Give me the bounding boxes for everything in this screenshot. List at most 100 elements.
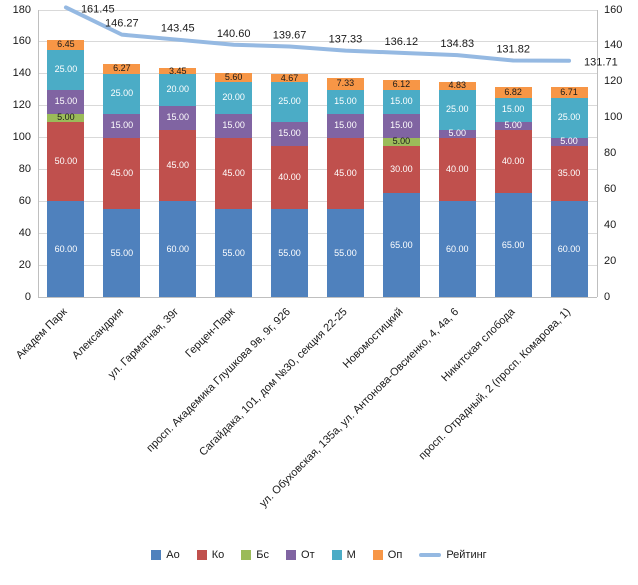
right-axis-tick-label: 0 bbox=[604, 290, 611, 303]
bar-segment-ko: 45.00 bbox=[159, 129, 197, 202]
bar-segment-label: 25.00 bbox=[445, 104, 469, 115]
bar-segment-label: 40.00 bbox=[501, 155, 525, 166]
bar-segment-label: 15.00 bbox=[222, 120, 245, 131]
bar-segment-label: 25.00 bbox=[557, 112, 581, 123]
bar-segment-ko: 40.00 bbox=[271, 145, 309, 210]
bar-segment-label: 45.00 bbox=[222, 167, 245, 178]
left-axis-tick-label: 100 bbox=[12, 131, 31, 144]
legend-item-ko: Ко bbox=[196, 549, 224, 561]
legend-label-m: М bbox=[346, 549, 356, 561]
gridline bbox=[38, 105, 597, 107]
left-axis-tick-label: 20 bbox=[18, 258, 31, 271]
bar-segment-label: 35.00 bbox=[557, 167, 581, 178]
left-axis-line bbox=[38, 10, 39, 297]
bar-segment-ot: 5.00 bbox=[550, 137, 588, 146]
bar-segment-ot: 5.00 bbox=[438, 129, 476, 138]
bar-segment-ao: 60.00 bbox=[47, 201, 85, 297]
bar-segment-op: 6.12 bbox=[382, 79, 420, 90]
legend-label-ot: От bbox=[301, 549, 315, 561]
gridline bbox=[38, 9, 597, 11]
legend-swatch-ot bbox=[286, 550, 297, 560]
bar-segment-label: 6.12 bbox=[392, 79, 411, 90]
bar-segment-op: 5.60 bbox=[215, 71, 253, 82]
bar-segment-op: 4.67 bbox=[271, 72, 309, 83]
right-axis-tick-label: 60 bbox=[604, 182, 617, 195]
bar-segment-label: 55.00 bbox=[110, 247, 134, 258]
bar-segment-m: 25.00 bbox=[271, 81, 309, 122]
bar-segment-label: 5.60 bbox=[224, 71, 243, 82]
bar-segment-label: 60.00 bbox=[445, 243, 469, 254]
legend-swatch-m bbox=[331, 550, 342, 560]
category-label: ул. Обуховская, 135а, ул. Антонова-Овсие… bbox=[257, 305, 462, 510]
bar-segment-op: 4.83 bbox=[438, 81, 476, 90]
bar-segment-label: 6.27 bbox=[113, 63, 131, 74]
bar-segment-ao: 60.00 bbox=[159, 201, 197, 297]
bar-segment-m: 25.00 bbox=[47, 49, 85, 90]
rating-line-label: 140.60 bbox=[217, 28, 251, 40]
right-axis-tick-label: 20 bbox=[604, 254, 617, 267]
bar-segment-label: 45.00 bbox=[110, 167, 134, 178]
bar-segment-label: 45.00 bbox=[334, 167, 357, 178]
left-axis-tick-label: 0 bbox=[24, 290, 31, 303]
bar-segment-bs: 5.00 bbox=[382, 136, 420, 147]
bar-segment-label: 20.00 bbox=[222, 92, 245, 103]
bar-segment-label: 6.71 bbox=[560, 86, 578, 97]
bar-segment-label: 15.00 bbox=[390, 120, 413, 131]
bar-segment-ot: 15.00 bbox=[271, 121, 309, 146]
right-axis-line bbox=[597, 10, 598, 297]
bar-segment-ao: 55.00 bbox=[326, 209, 364, 297]
bar-segment-ko: 50.00 bbox=[47, 121, 85, 202]
bar-segment-label: 55.00 bbox=[334, 247, 357, 258]
bar-segment-op: 3.45 bbox=[159, 66, 197, 75]
bar-segment-label: 50.00 bbox=[54, 155, 78, 166]
bar-segment-ao: 65.00 bbox=[494, 193, 532, 297]
category-label: Герцен-Парк bbox=[183, 305, 238, 360]
legend-item-ot: От bbox=[286, 549, 315, 561]
bar-segment-label: 15.00 bbox=[501, 104, 525, 115]
left-axis-tick-label: 60 bbox=[18, 194, 31, 207]
right-axis-tick-label: 40 bbox=[604, 218, 617, 231]
bar-segment-label: 65.00 bbox=[390, 239, 413, 250]
bar-segment-label: 7.33 bbox=[336, 78, 355, 89]
right-axis-tick-label: 160 bbox=[604, 3, 623, 16]
bar-segment-m: 15.00 bbox=[326, 89, 364, 114]
bar-segment-label: 40.00 bbox=[278, 171, 301, 182]
bar-segment-label: 4.67 bbox=[280, 72, 299, 83]
bar-segment-label: 60.00 bbox=[557, 243, 581, 254]
bar-segment-label: 6.45 bbox=[57, 39, 75, 50]
legend-label-rating: Рейтинг bbox=[446, 549, 487, 561]
bar-segment-op: 7.33 bbox=[326, 78, 364, 90]
category-label: Александрия bbox=[69, 305, 126, 362]
right-axis-tick-label: 80 bbox=[604, 147, 617, 159]
bar-segment-ot: 15.00 bbox=[103, 113, 141, 138]
bar-segment-label: 5.00 bbox=[392, 136, 411, 147]
rating-line bbox=[63, 5, 572, 63]
bar-segment-op: 6.71 bbox=[550, 86, 588, 98]
legend-item-rating: Рейтинг bbox=[419, 549, 487, 561]
legend-item-m: М bbox=[331, 549, 356, 561]
bar-segment-label: 30.00 bbox=[390, 163, 413, 174]
right-axis-tick-label: 100 bbox=[604, 111, 623, 124]
left-axis-tick-label: 160 bbox=[12, 35, 31, 48]
legend-swatch-ko bbox=[196, 550, 207, 560]
bar-segment-op: 6.45 bbox=[47, 39, 85, 50]
rating-line-label: 146.27 bbox=[105, 18, 139, 30]
bar-segment-op: 6.27 bbox=[103, 63, 141, 74]
bar-segment-ao: 55.00 bbox=[215, 209, 253, 297]
bar-segment-ko: 40.00 bbox=[438, 137, 476, 202]
left-axis-tick-label: 80 bbox=[18, 162, 31, 175]
rating-line-label: 131.82 bbox=[496, 44, 530, 56]
bar-segment-label: 55.00 bbox=[222, 247, 245, 258]
bar-segment-label: 15.00 bbox=[334, 120, 357, 131]
bar-segment-label: 15.00 bbox=[54, 96, 78, 107]
gridline bbox=[38, 41, 597, 43]
bar-segment-label: 25.00 bbox=[54, 64, 78, 75]
rating-line-label: 131.71 bbox=[584, 57, 618, 69]
bar-segment-label: 40.00 bbox=[445, 163, 469, 174]
bar-segment-label: 15.00 bbox=[334, 96, 357, 107]
bar-segment-m: 25.00 bbox=[438, 89, 476, 130]
right-axis-tick-label: 140 bbox=[604, 39, 623, 52]
legend-item-op: Оп bbox=[372, 549, 402, 561]
